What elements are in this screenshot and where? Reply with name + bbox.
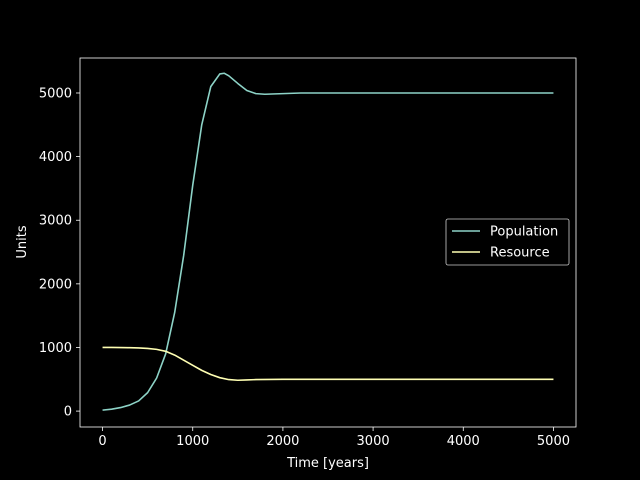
x-tick-label: 5000 [537, 434, 570, 449]
plot-area-frame [79, 57, 577, 428]
legend: Population Resource [445, 218, 570, 266]
series-layer [102, 72, 554, 411]
x-axis-ticks: 0 1000 2000 3000 4000 5000 [98, 427, 570, 449]
y-tick-label: 3000 [39, 214, 72, 229]
x-tick-label: 0 [98, 434, 106, 449]
x-tick-label: 2000 [266, 434, 299, 449]
y-tick-label: 4000 [39, 150, 72, 165]
x-axis-label: Time [years] [286, 456, 369, 471]
x-tick-label: 1000 [176, 434, 209, 449]
y-tick-label: 0 [64, 405, 72, 420]
series-line-resource [102, 346, 554, 382]
legend-label-resource: Resource [490, 246, 550, 261]
series-line-population [102, 72, 554, 411]
y-axis-label: Units [15, 225, 30, 258]
y-tick-label: 1000 [39, 341, 72, 356]
y-tick-label: 5000 [39, 86, 72, 101]
legend-label-population: Population [490, 225, 558, 240]
y-axis-ticks: 0 1000 2000 3000 4000 5000 [39, 86, 80, 420]
x-tick-label: 3000 [357, 434, 390, 449]
x-tick-label: 4000 [447, 434, 480, 449]
y-tick-label: 2000 [39, 277, 72, 292]
